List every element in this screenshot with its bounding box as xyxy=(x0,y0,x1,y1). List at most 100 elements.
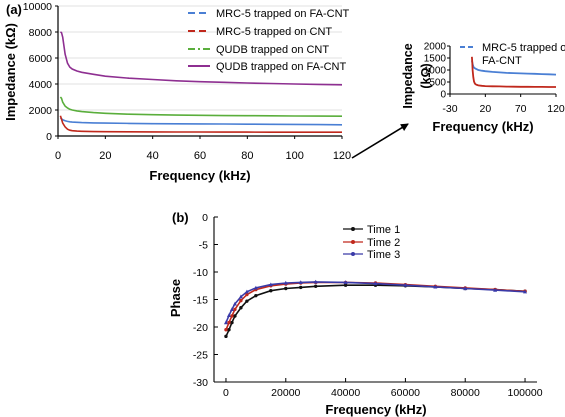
panel-b-point xyxy=(373,281,378,286)
inset-x-axis-title: Frequency (kHz) xyxy=(432,119,533,134)
inset-y-tick-label: 1500 xyxy=(424,54,447,65)
panel-b-legend-label: Time 2 xyxy=(367,237,400,249)
panel-b-y-tick-label: -25 xyxy=(193,350,208,362)
panel-b-x-tick-label: 100000 xyxy=(508,387,543,399)
panel-b-legend-label: Time 1 xyxy=(367,224,400,236)
panel-b-point xyxy=(245,299,249,303)
panel-b-point xyxy=(493,287,498,292)
panel-b-legend-marker xyxy=(351,227,355,231)
panel-a-series-line-0 xyxy=(59,117,343,126)
inset-x-tick-label: 70 xyxy=(515,103,527,115)
panel-b-point xyxy=(244,289,249,294)
inset-y-axis-title-line1: Impedance xyxy=(401,43,415,108)
panel-b-y-tick-label: -30 xyxy=(193,377,208,389)
panel-b-y-tick-label: -15 xyxy=(193,295,208,307)
panel-b-point xyxy=(343,283,348,287)
panel-b-point xyxy=(298,280,303,285)
panel-b-point xyxy=(233,307,237,312)
panel-a-legend-label: QUDB trapped on FA-CNT xyxy=(216,61,346,73)
panel-a-series-line-3 xyxy=(60,31,343,86)
panel-b-series-line-0 xyxy=(225,284,526,337)
panel-b-legend-label: Time 3 xyxy=(367,249,400,261)
panel-b-label: (b) xyxy=(172,210,189,225)
panel-b-x-tick-label: 60000 xyxy=(391,387,420,399)
panel-b-y-tick-label: 0 xyxy=(202,212,208,224)
panel-a-x-tick-label: 120 xyxy=(333,150,351,162)
panel-b-point xyxy=(227,328,231,332)
panel-b-point xyxy=(230,320,234,325)
panel-b-y-tick-label: -5 xyxy=(199,240,208,252)
panel-a-y-tick-label: 8000 xyxy=(29,27,53,39)
inset-series-line-1 xyxy=(471,56,556,88)
panel-a-y-tick-label: 0 xyxy=(46,131,52,143)
inset-legend-label: MRC-5 trapped on FA-CNT xyxy=(482,42,565,67)
panel-b-point xyxy=(523,289,528,294)
panel-b-y-tick-label: -20 xyxy=(193,322,208,334)
panel-b-y-axis-title: Phase xyxy=(168,279,183,317)
panel-b-point xyxy=(403,283,408,287)
inset-x-tick-label: 20 xyxy=(479,103,491,115)
panel-b-point xyxy=(224,334,228,339)
inset-arrow xyxy=(351,123,409,159)
panel-a-x-tick-label: 60 xyxy=(194,150,206,162)
panel-b-point xyxy=(343,280,348,285)
panel-a-chart: (a) 0 2000 4000 6000 8000 10000 0 20 40 60 80 100 12… xyxy=(3,1,351,183)
panel-b-x-tick-label: 20000 xyxy=(271,387,300,399)
panel-b-point xyxy=(254,293,258,298)
panel-a-y-tick-label: 6000 xyxy=(29,53,53,65)
panel-b-x-axis-title: Frequency (kHz) xyxy=(325,402,426,417)
panel-b-point xyxy=(433,284,438,289)
panel-b-point xyxy=(230,314,234,318)
panel-a-label: (a) xyxy=(6,2,22,17)
panel-b-point xyxy=(224,328,228,332)
panel-b-y-tick-label: -10 xyxy=(193,267,208,279)
panel-b-legend-marker xyxy=(351,240,355,244)
panel-b-point xyxy=(232,301,237,306)
panel-b-point xyxy=(227,320,231,325)
inset-y-axis-title-line2: (kΩ) xyxy=(419,63,433,88)
panel-b-point xyxy=(299,285,303,290)
panel-b-point xyxy=(269,289,273,293)
panel-a-series-line-1 xyxy=(59,115,342,133)
panel-b-x-tick-label: 40000 xyxy=(331,387,360,399)
panel-a-x-tick-label: 20 xyxy=(99,150,111,162)
panel-b-point xyxy=(223,320,228,325)
panel-a-legend-label: MRC-5 trapped on CNT xyxy=(216,26,332,38)
panel-b-x-tick-label: 0 xyxy=(223,387,229,399)
panel-a-legend-label: QUDB trapped on CNT xyxy=(216,44,329,56)
panel-a-series-line-2 xyxy=(59,96,343,117)
inset-y-tick-label: 1000 xyxy=(424,66,447,77)
panel-b-point xyxy=(238,294,243,299)
panel-a-x-tick-label: 0 xyxy=(55,150,61,162)
panel-a-y-axis-title: Impedance (kΩ) xyxy=(3,23,18,121)
panel-b-point xyxy=(283,280,288,285)
panel-b-point xyxy=(313,284,318,288)
panel-a-y-tick-label: 10000 xyxy=(23,1,52,13)
panel-b-point xyxy=(245,292,249,297)
panel-b-point xyxy=(233,314,237,318)
panel-b-point xyxy=(268,282,273,287)
inset-x-tick-label: -30 xyxy=(442,103,457,115)
panel-a-x-tick-label: 40 xyxy=(147,150,159,162)
panel-a-x-tick-label: 80 xyxy=(241,150,253,162)
inset-y-tick-label: 0 xyxy=(440,90,446,101)
panel-b-point xyxy=(226,313,231,318)
panel-a-x-axis-title: Frequency (kHz) xyxy=(149,168,250,183)
panel-a-x-tick-label: 100 xyxy=(285,150,303,162)
panel-b-point xyxy=(229,307,234,311)
panel-b-chart: (b) 0 -5 -10 -15 -20 -25 -30 0 20000 40000 60000 80… xyxy=(168,210,543,417)
panel-b-point xyxy=(284,286,288,291)
panel-b-x-tick-label: 80000 xyxy=(451,387,480,399)
panel-a-legend-label: MRC-5 trapped on FA-CNT xyxy=(216,8,350,20)
inset-x-tick-label: 120 xyxy=(547,103,565,115)
panel-b-point xyxy=(239,298,243,303)
panel-b-point xyxy=(313,279,318,284)
panel-b-point xyxy=(239,306,243,310)
panel-a-y-tick-label: 2000 xyxy=(29,105,53,117)
panel-b-legend-marker xyxy=(351,252,355,256)
panel-a-y-tick-label: 4000 xyxy=(29,79,53,91)
inset-y-tick-label: 500 xyxy=(429,78,446,89)
inset-y-tick-label: 2000 xyxy=(424,42,447,53)
